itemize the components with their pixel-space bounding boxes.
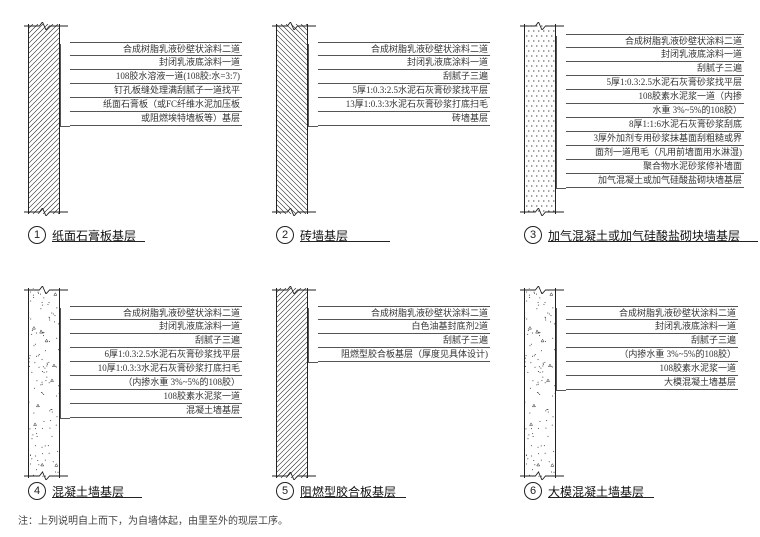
spec-layer: 纸面石膏板（或FC纤维水泥加压板 xyxy=(70,98,242,112)
panel-5: 合成树脂乳液砂壁状涂料二道白色油基封底剂2道刮腻子三遍阻燃型胶合板基层（厚度见具… xyxy=(260,280,493,500)
spec-layer: 刮腻子三遍 xyxy=(70,334,242,348)
panel-number-badge: 1 xyxy=(28,226,46,244)
spec-layer: 108胶水溶液一道(108胶:水=3:7) xyxy=(70,70,242,84)
spec-layer: 10厚1:0.3:3水泥石灰膏砂浆打底扫毛 xyxy=(70,362,242,376)
spec-layer: 或阻燃埃特墙板等）基层 xyxy=(70,112,242,126)
spec-layer: 封闭乳液底涂料一道 xyxy=(566,320,738,334)
spec-table: 合成树脂乳液砂壁状涂料二道封闭乳液底涂料一道刮腻子三遍（内掺水重 3%~5%的1… xyxy=(566,306,738,390)
panel-6: 合成树脂乳液砂壁状涂料二道封闭乳液底涂料一道刮腻子三遍（内掺水重 3%~5%的1… xyxy=(508,280,741,500)
spec-layer: 13厚1:0.3:3水泥石灰膏砂浆打底扫毛 xyxy=(318,98,490,112)
spec-layer: 5厚1:0.3:2.5水泥石灰膏砂浆找平层 xyxy=(566,76,744,90)
spec-layer: 水重 3%~5%的108胶） xyxy=(566,104,744,118)
spec-layer: 108胶素水泥浆一道 xyxy=(566,362,738,376)
spec-layer: 白色油基封底剂2道 xyxy=(318,320,490,334)
spec-layer: 刮腻子三遍 xyxy=(318,334,490,348)
panel-number-badge: 5 xyxy=(276,482,294,500)
spec-layer: （内掺水重 3%~5%的108胶） xyxy=(70,376,242,390)
footer-note: 注：上列说明自上而下，为自墙体起，由里至外的现层工序。 xyxy=(18,512,288,527)
spec-layer: 108胶素水泥浆一道（内掺 xyxy=(566,90,744,104)
panel-number-badge: 6 xyxy=(524,482,542,500)
spec-layer: 合成树脂乳液砂壁状涂料二道 xyxy=(70,306,242,320)
spec-layer: 聚合物水泥砂浆修补墙面 xyxy=(566,160,744,174)
panel-1: 合成树脂乳液砂壁状涂料二道封闭乳液底涂料一道108胶水溶液一道(108胶:水=3… xyxy=(12,16,245,244)
spec-layer: 8厚1:1:6水泥石灰膏砂浆刮底 xyxy=(566,118,744,132)
spec-layer: 合成树脂乳液砂壁状涂料二道 xyxy=(318,306,490,320)
spec-layer: 封闭乳液底涂料一道 xyxy=(70,320,242,334)
spec-layer: 108胶素水泥浆一道 xyxy=(70,390,242,404)
spec-table: 合成树脂乳液砂壁状涂料二道封闭乳液底涂料一道刮腻子三遍5厚1:0.3:2.5水泥… xyxy=(318,42,490,126)
panel-number-badge: 2 xyxy=(276,226,294,244)
spec-layer: 钉孔板缝处理满刮腻子一道找平 xyxy=(70,84,242,98)
spec-layer: 合成树脂乳液砂壁状涂料二道 xyxy=(566,34,744,48)
panel-4: 合成树脂乳液砂壁状涂料二道封闭乳液底涂料一道刮腻子三遍6厚1:0.3:2.5水泥… xyxy=(12,280,245,500)
panel-3: 合成树脂乳液砂壁状涂料二道封闭乳液底涂料一道刮腻子三遍5厚1:0.3:2.5水泥… xyxy=(508,16,741,244)
spec-layer: 加气混凝土或加气硅酸盐砌块墙基层 xyxy=(566,174,744,188)
spec-layer: 砖墙基层 xyxy=(318,112,490,126)
panel-number-badge: 3 xyxy=(524,226,542,244)
spec-layer: 刮腻子三遍 xyxy=(318,70,490,84)
spec-table: 合成树脂乳液砂壁状涂料二道白色油基封底剂2道刮腻子三遍阻燃型胶合板基层（厚度见具… xyxy=(318,306,490,362)
spec-layer: 6厚1:0.3:2.5水泥石灰膏砂浆找平层 xyxy=(70,348,242,362)
spec-layer: 5厚1:0.3:2.5水泥石灰膏砂浆找平层 xyxy=(318,84,490,98)
spec-layer: 面剂一道甩毛（凡用前墙面用水淋湿) xyxy=(566,146,744,160)
spec-layer: 合成树脂乳液砂壁状涂料二道 xyxy=(318,42,490,56)
spec-layer: 大模混凝土墙基层 xyxy=(566,376,738,390)
spec-layer: 合成树脂乳液砂壁状涂料二道 xyxy=(566,306,738,320)
spec-layer: 封闭乳液底涂料一道 xyxy=(566,48,744,62)
spec-table: 合成树脂乳液砂壁状涂料二道封闭乳液底涂料一道108胶水溶液一道(108胶:水=3… xyxy=(70,42,242,126)
panel-number-badge: 4 xyxy=(28,482,46,500)
panel-2: 合成树脂乳液砂壁状涂料二道封闭乳液底涂料一道刮腻子三遍5厚1:0.3:2.5水泥… xyxy=(260,16,493,244)
spec-layer: 合成树脂乳液砂壁状涂料二道 xyxy=(70,42,242,56)
drawing-canvas: 合成树脂乳液砂壁状涂料二道封闭乳液底涂料一道108胶水溶液一道(108胶:水=3… xyxy=(0,0,760,537)
spec-table: 合成树脂乳液砂壁状涂料二道封闭乳液底涂料一道刮腻子三遍6厚1:0.3:2.5水泥… xyxy=(70,306,242,418)
spec-layer: 封闭乳液底涂料一道 xyxy=(318,56,490,70)
spec-layer: 刮腻子三遍 xyxy=(566,62,744,76)
spec-table: 合成树脂乳液砂壁状涂料二道封闭乳液底涂料一道刮腻子三遍5厚1:0.3:2.5水泥… xyxy=(566,34,744,188)
spec-layer: 刮腻子三遍 xyxy=(566,334,738,348)
spec-layer: 阻燃型胶合板基层（厚度见具体设计) xyxy=(318,348,490,362)
spec-layer: 3厚外加剂专用砂浆抹基面刮粗糙或界 xyxy=(566,132,744,146)
spec-layer: 封闭乳液底涂料一道 xyxy=(70,56,242,70)
spec-layer: 混凝土墙基层 xyxy=(70,404,242,418)
spec-layer: （内掺水重 3%~5%的108胶） xyxy=(566,348,738,362)
